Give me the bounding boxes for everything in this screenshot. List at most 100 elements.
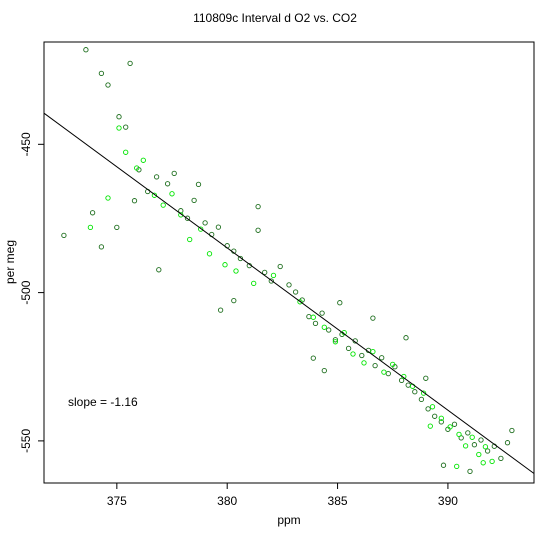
x-tick-label-390: 390 [438, 494, 458, 508]
data-point-dark-45 [379, 355, 385, 361]
data-point-bright-24 [390, 361, 396, 368]
data-point-bright-4 [151, 192, 158, 198]
data-point-bright-31 [456, 431, 462, 438]
data-point-bright-30 [447, 424, 453, 430]
data-point-dark-68 [310, 355, 316, 361]
data-point-dark-76 [255, 203, 261, 210]
data-point-bright-18 [332, 339, 339, 345]
data-point-bright-2 [134, 165, 140, 171]
slope-annotation: slope = -1.16 [68, 395, 138, 409]
data-point-bright-38 [480, 460, 486, 466]
data-point-dark-15 [171, 170, 177, 177]
data-point-bright-1 [123, 149, 129, 155]
data-point-dark-27 [255, 227, 261, 233]
data-point-dark-64 [504, 440, 511, 446]
data-point-bright-35 [482, 444, 489, 450]
data-point-bright-8 [187, 236, 193, 243]
data-point-dark-72 [403, 335, 409, 341]
data-point-dark-77 [156, 267, 162, 273]
data-point-bright-28 [429, 404, 436, 410]
x-tick-label-385: 385 [328, 494, 348, 508]
data-point-dark-2 [127, 60, 133, 67]
data-point-dark-17 [184, 215, 191, 221]
data-point-dark-63 [498, 455, 504, 462]
y-tick-label--550: -550 [19, 429, 33, 453]
data-point-bright-14 [270, 272, 277, 279]
data-point-dark-30 [277, 263, 283, 270]
plot-frame [43, 41, 535, 484]
data-point-dark-70 [337, 300, 343, 306]
y-tick-label--500: -500 [19, 280, 33, 304]
points-layer [61, 47, 515, 475]
data-point-dark-29 [268, 278, 274, 284]
data-point-dark-74 [231, 297, 237, 304]
data-point-bright-37 [454, 463, 460, 470]
data-point-dark-18 [191, 197, 197, 204]
data-point-bright-22 [370, 348, 376, 355]
data-point-bright-23 [381, 369, 387, 375]
data-point-bright-21 [361, 360, 367, 366]
data-point-bright-34 [476, 451, 482, 458]
data-point-dark-42 [359, 352, 365, 359]
data-point-dark-50 [412, 389, 418, 395]
data-point-dark-56 [451, 421, 458, 427]
data-point-dark-28 [262, 269, 268, 276]
data-point-dark-25 [237, 255, 244, 262]
y-axis-label: per meg [3, 240, 17, 284]
data-point-dark-51 [418, 396, 425, 403]
data-point-dark-32 [292, 289, 299, 295]
data-point-dark-59 [471, 442, 478, 448]
fit-line [43, 112, 535, 474]
data-point-bright-41 [87, 224, 94, 231]
y-axis: -450 -500 -550 [19, 132, 44, 453]
data-point-bright-29 [438, 415, 444, 421]
x-axis-label: ppm [277, 513, 300, 527]
data-point-dark-4 [116, 114, 122, 120]
data-point-bright-10 [206, 251, 213, 257]
data-point-dark-52 [425, 406, 431, 412]
data-point-bright-12 [233, 268, 239, 274]
data-point-dark-66 [467, 468, 473, 475]
data-point-bright-11 [222, 262, 228, 268]
data-point-dark-36 [319, 310, 325, 316]
data-point-dark-5 [123, 124, 129, 130]
data-point-dark-19 [195, 181, 202, 188]
data-point-bright-39 [427, 423, 433, 429]
data-point-bright-20 [350, 351, 356, 357]
x-tick-label-380: 380 [217, 494, 237, 508]
data-point-dark-54 [438, 419, 444, 425]
data-point-dark-31 [286, 282, 292, 288]
data-point-dark-71 [370, 315, 376, 321]
data-point-bright-3 [140, 157, 146, 163]
chart-title: 110809c Interval d O2 vs. CO2 [193, 11, 357, 25]
y-tick-label--450: -450 [19, 132, 33, 156]
data-point-bright-6 [169, 191, 175, 197]
data-point-dark-48 [398, 377, 405, 384]
data-point-dark-6 [61, 232, 67, 239]
data-point-dark-14 [164, 181, 171, 187]
data-point-dark-38 [332, 337, 339, 343]
data-point-dark-53 [432, 413, 438, 419]
data-point-dark-65 [440, 462, 447, 468]
data-point-dark-67 [509, 427, 515, 434]
data-point-bright-17 [321, 324, 327, 330]
x-axis: 375 380 385 390 [107, 483, 458, 508]
data-point-dark-73 [423, 375, 429, 381]
x-tick-label-375: 375 [107, 494, 127, 508]
data-point-dark-20 [202, 220, 208, 226]
data-point-dark-60 [478, 437, 484, 443]
data-point-bright-0 [116, 125, 122, 131]
data-point-dark-22 [215, 224, 222, 230]
data-point-dark-9 [114, 224, 120, 231]
data-point-bright-16 [310, 314, 316, 320]
data-point-bright-32 [462, 443, 469, 449]
data-point-bright-40 [105, 195, 111, 201]
data-point-bright-36 [489, 458, 495, 465]
data-point-bright-13 [251, 280, 257, 287]
data-point-dark-8 [98, 244, 105, 250]
data-point-dark-35 [312, 320, 319, 327]
data-point-dark-58 [465, 430, 471, 436]
data-point-bright-15 [297, 299, 303, 305]
data-point-dark-44 [372, 362, 378, 369]
data-point-bright-33 [469, 434, 475, 440]
